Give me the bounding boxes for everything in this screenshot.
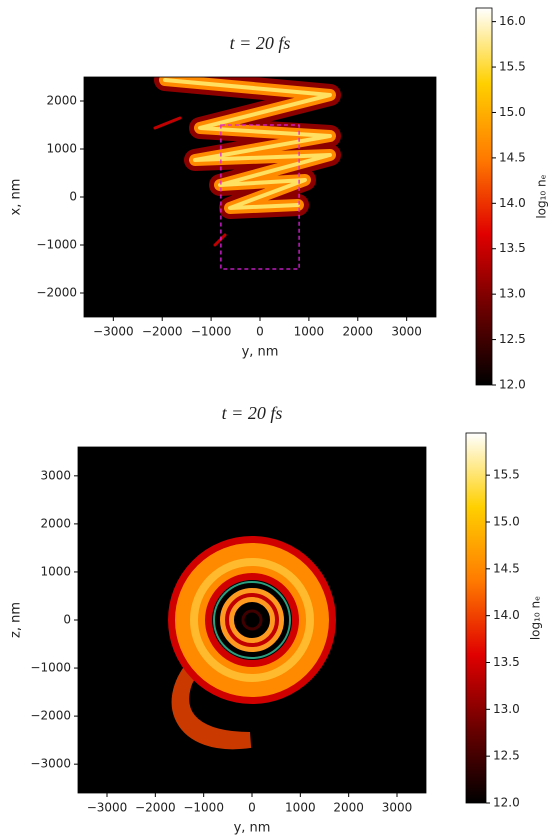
y-tick-label: −3000 bbox=[30, 757, 71, 771]
colorbar-tick-label: 12.5 bbox=[493, 749, 520, 763]
x-tick-label: 3000 bbox=[391, 325, 422, 339]
x-tick-label: 2000 bbox=[333, 801, 364, 815]
colorbar-label: log₁₀ nₑ bbox=[535, 174, 549, 218]
x-tick-label: −3000 bbox=[93, 325, 134, 339]
x-tick-label: 2000 bbox=[343, 325, 374, 339]
y-tick-label: 1000 bbox=[40, 564, 71, 578]
y-tick-label: 2000 bbox=[40, 516, 71, 530]
colorbar-tick-label: 13.5 bbox=[499, 241, 526, 255]
colorbar-label: log₁₀ nₑ bbox=[529, 596, 543, 640]
colorbar-tick-label: 13.0 bbox=[493, 702, 520, 716]
colorbar-tick-label: 15.5 bbox=[499, 60, 526, 74]
y-tick-label: 2000 bbox=[46, 94, 77, 108]
colorbar-tick-label: 14.5 bbox=[499, 150, 526, 164]
chart-title: t = 20 fs bbox=[222, 403, 283, 423]
x-tick-label: 1000 bbox=[285, 801, 316, 815]
x-tick-label: −1000 bbox=[191, 325, 232, 339]
x-axis-label: y, nm bbox=[242, 345, 279, 360]
chart-title: t = 20 fs bbox=[230, 33, 291, 53]
y-tick-label: 0 bbox=[63, 613, 71, 627]
x-tick-label: −3000 bbox=[87, 801, 128, 815]
y-tick-label: −1000 bbox=[30, 661, 71, 675]
x-tick-label: 1000 bbox=[294, 325, 325, 339]
colorbar bbox=[475, 7, 493, 386]
colorbar-tick-label: 13.0 bbox=[499, 287, 526, 301]
y-tick-label: 3000 bbox=[40, 468, 71, 482]
x-tick-label: −1000 bbox=[183, 801, 224, 815]
colorbar bbox=[465, 432, 487, 804]
y-tick-label: −2000 bbox=[30, 709, 71, 723]
x-axis-label: y, nm bbox=[234, 821, 271, 836]
x-tick-label: 0 bbox=[248, 801, 256, 815]
y-tick-label: 1000 bbox=[46, 142, 77, 156]
x-tick-label: −2000 bbox=[135, 801, 176, 815]
colorbar-tick-label: 15.5 bbox=[493, 468, 520, 482]
colorbar-tick-label: 14.5 bbox=[493, 561, 520, 575]
y-axis-label: x, nm bbox=[9, 179, 24, 216]
highlight-box bbox=[220, 124, 300, 270]
colorbar-tick-label: 16.0 bbox=[499, 14, 526, 28]
colorbar-tick-label: 13.5 bbox=[493, 655, 520, 669]
density-image bbox=[153, 77, 341, 247]
x-tick-label: −2000 bbox=[142, 325, 183, 339]
y-axis-label: z, nm bbox=[9, 602, 24, 638]
x-tick-label: 0 bbox=[256, 325, 264, 339]
y-tick-label: −2000 bbox=[36, 286, 77, 300]
x-tick-label: 3000 bbox=[382, 801, 413, 815]
y-tick-label: 0 bbox=[69, 190, 77, 204]
y-tick-label: −1000 bbox=[36, 238, 77, 252]
colorbar-tick-label: 12.0 bbox=[499, 378, 526, 392]
colorbar-tick-label: 15.0 bbox=[499, 105, 526, 119]
colorbar-tick-label: 12.0 bbox=[493, 796, 520, 810]
density-image bbox=[168, 536, 336, 750]
colorbar-tick-label: 12.5 bbox=[499, 332, 526, 346]
colorbar-tick-label: 14.0 bbox=[493, 608, 520, 622]
colorbar-tick-label: 15.0 bbox=[493, 514, 520, 528]
colorbar-tick-label: 14.0 bbox=[499, 196, 526, 210]
